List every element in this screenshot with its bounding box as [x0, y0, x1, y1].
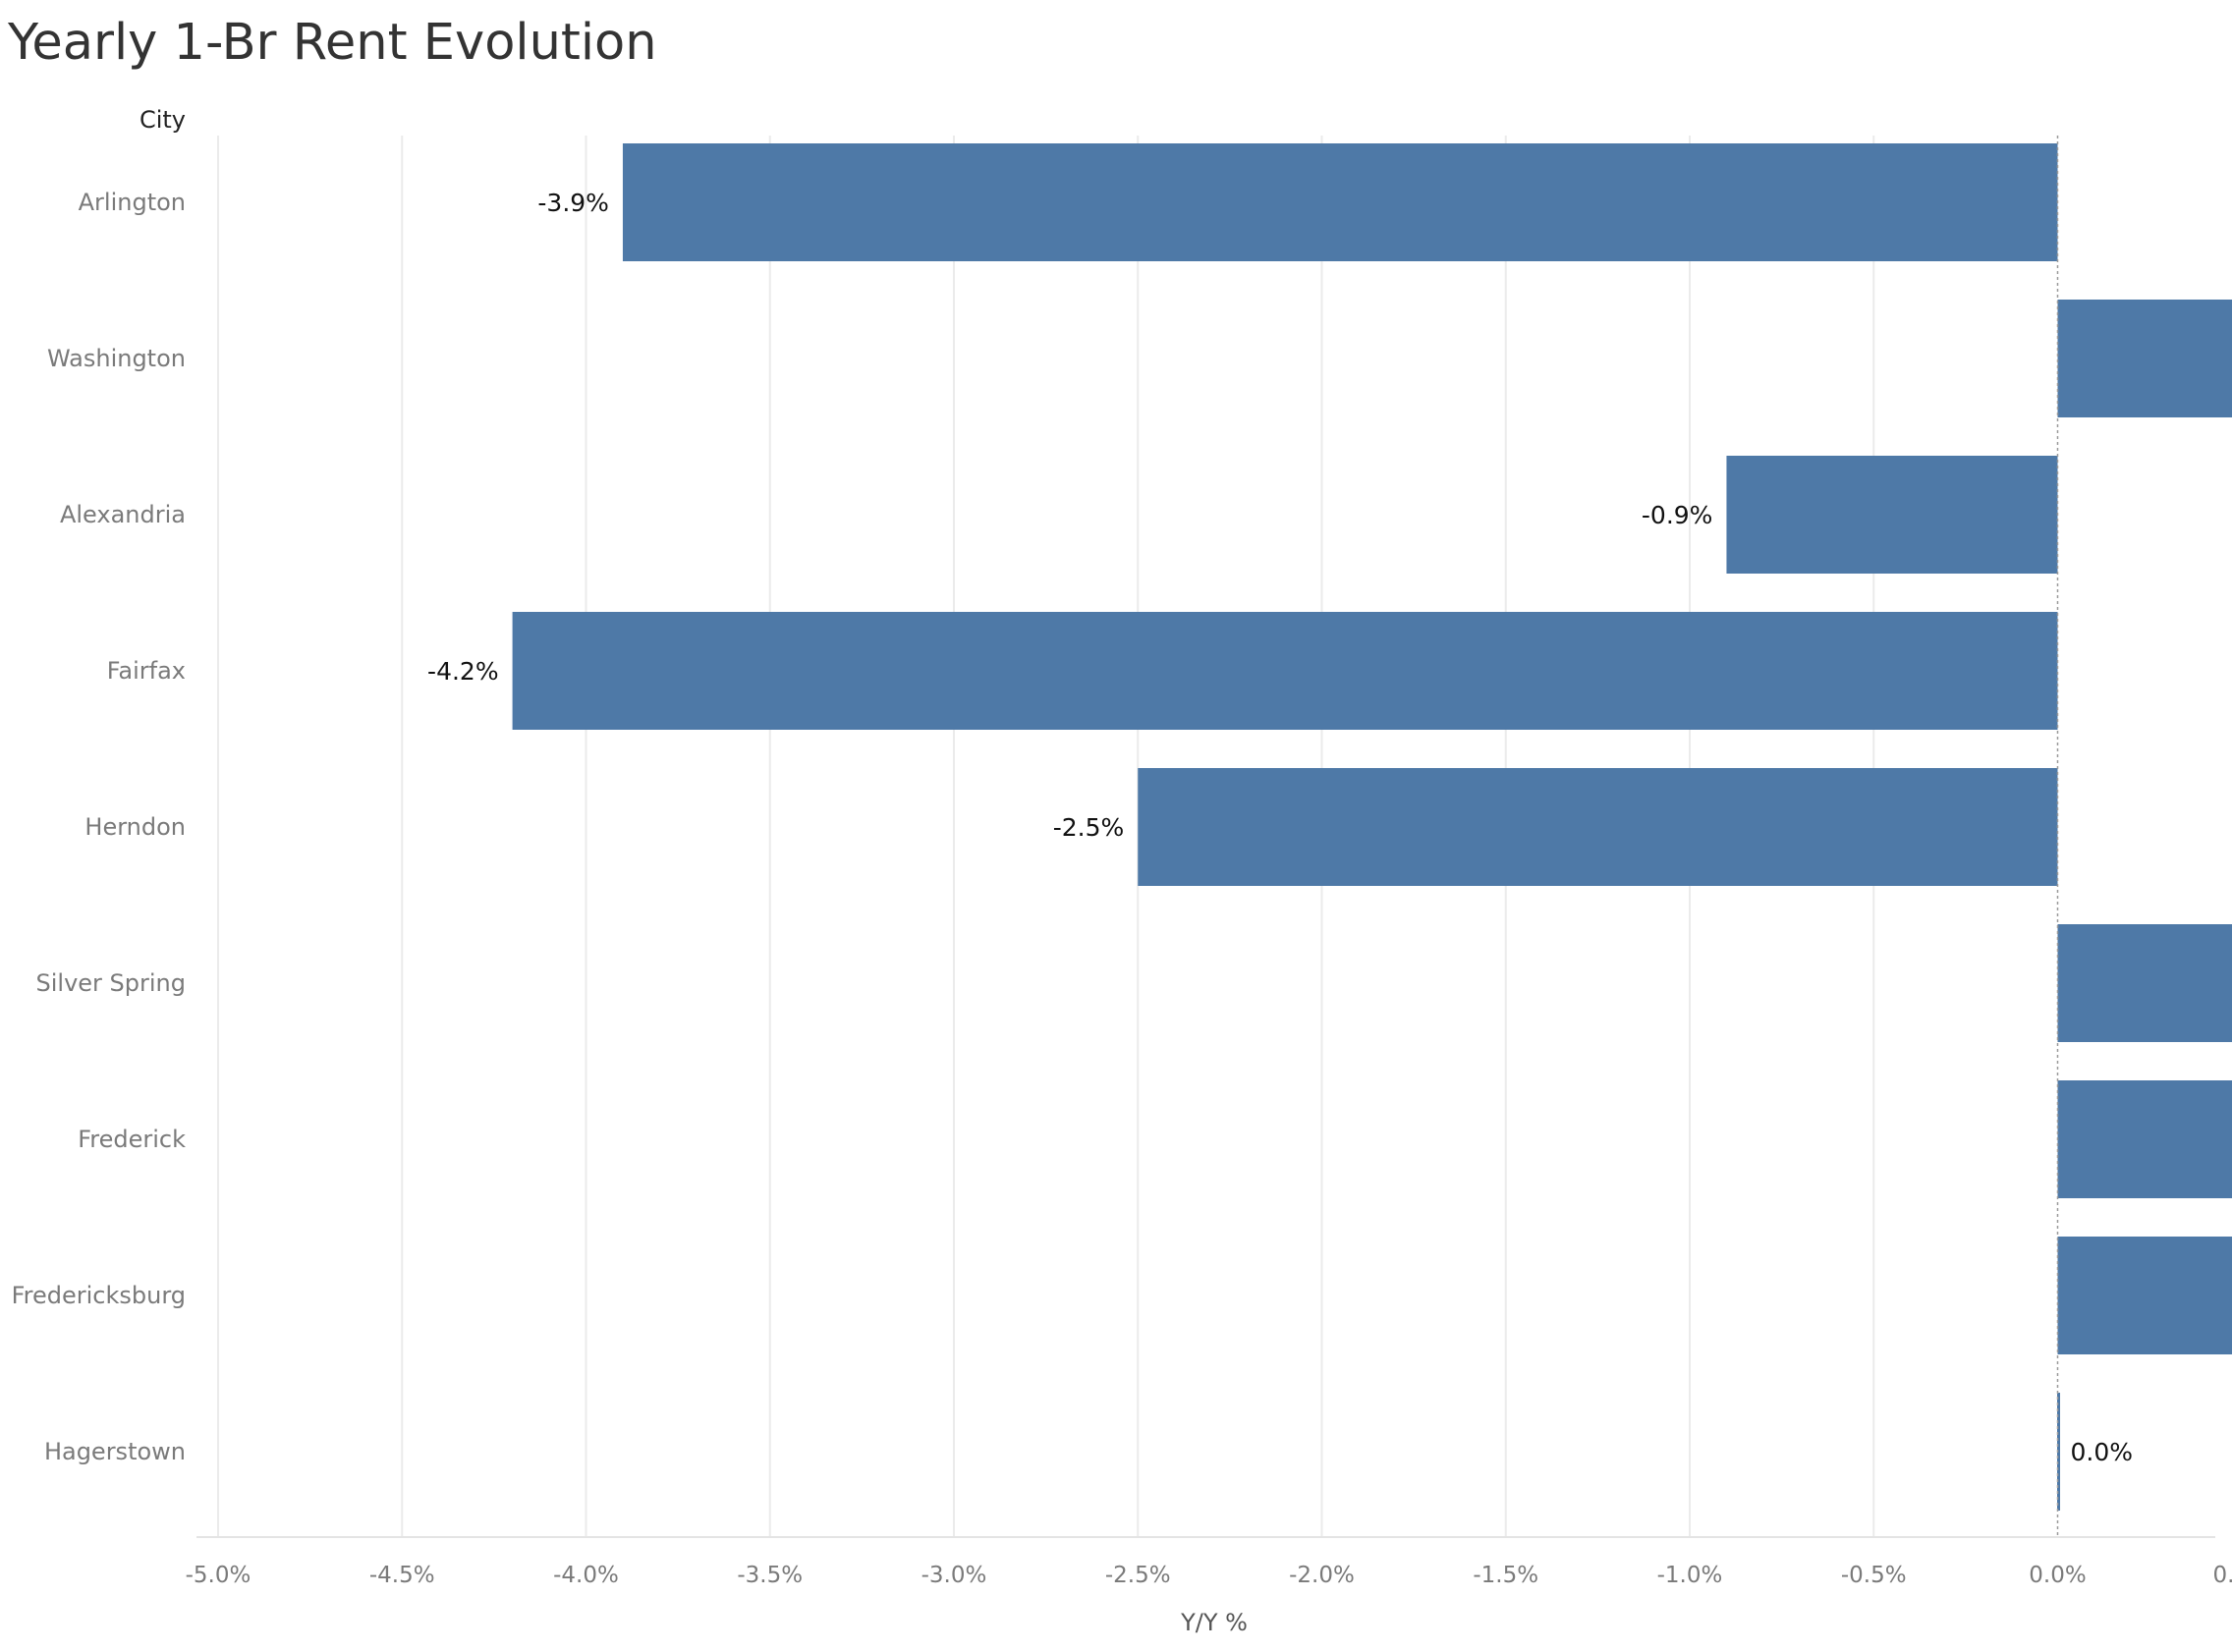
bar-alexandria[interactable] — [1726, 456, 2058, 574]
x-tick-label: 0.0% — [2029, 1563, 2086, 1588]
bar-fredericksburg[interactable] — [2057, 1237, 2232, 1354]
x-tick-label: -3.5% — [737, 1563, 803, 1588]
x-tick-label: -3.0% — [921, 1563, 987, 1588]
bar-arlington[interactable] — [622, 143, 2058, 261]
category-label: Frederick — [78, 1126, 186, 1153]
x-tick-label: -4.0% — [553, 1563, 619, 1588]
x-axis-title: Y/Y % — [1180, 1609, 1248, 1636]
x-tick-label: -0.5% — [1841, 1563, 1907, 1588]
category-label: Herndon — [84, 813, 186, 841]
x-tick-label: -1.5% — [1473, 1563, 1538, 1588]
bar-silver-spring[interactable] — [2057, 924, 2232, 1042]
category-labels: Arlington Washington Alexandria Fairfax Hern… — [12, 189, 187, 1465]
x-tick-label: -4.5% — [369, 1563, 435, 1588]
category-label: Alexandria — [60, 501, 186, 528]
x-tick-label: -1.0% — [1657, 1563, 1723, 1588]
value-label: -3.9% — [537, 189, 609, 217]
chart-title: Yearly 1-Br Rent Evolution — [8, 14, 657, 72]
category-label: Arlington — [79, 189, 186, 216]
row-header-label: City — [140, 106, 186, 134]
value-label: 0.0% — [2071, 1438, 2134, 1466]
value-label: -0.9% — [1642, 501, 1713, 529]
category-label: Fredericksburg — [12, 1282, 186, 1309]
bar-washington[interactable] — [2057, 300, 2232, 417]
bar-fairfax[interactable] — [512, 612, 2058, 730]
category-label: Hagerstown — [44, 1438, 186, 1465]
value-label: -2.5% — [1053, 813, 1125, 842]
value-labels: -3.9%1.3%-0.9%-4.2%-2.5%1.6%5.0%4.0%0.0% — [427, 189, 2134, 1466]
bars — [512, 143, 2232, 1511]
bar-frederick[interactable] — [2057, 1080, 2232, 1198]
category-label: Silver Spring — [36, 969, 186, 997]
category-label: Washington — [47, 345, 186, 372]
value-label: -4.2% — [427, 657, 499, 686]
x-tick-label: -5.0% — [186, 1563, 251, 1588]
x-tick-label: -2.0% — [1289, 1563, 1355, 1588]
x-tick-labels: -5.0% -4.5% -4.0% -3.5% -3.0% -2.5% -2.0% -1.5%… — [186, 1563, 2232, 1588]
category-label: Fairfax — [107, 657, 186, 685]
bar-herndon[interactable] — [1138, 768, 2058, 886]
x-tick-label: -2.5% — [1105, 1563, 1171, 1588]
x-tick-label: 0.5% — [2213, 1563, 2232, 1588]
bar-hagerstown[interactable] — [2057, 1393, 2060, 1511]
